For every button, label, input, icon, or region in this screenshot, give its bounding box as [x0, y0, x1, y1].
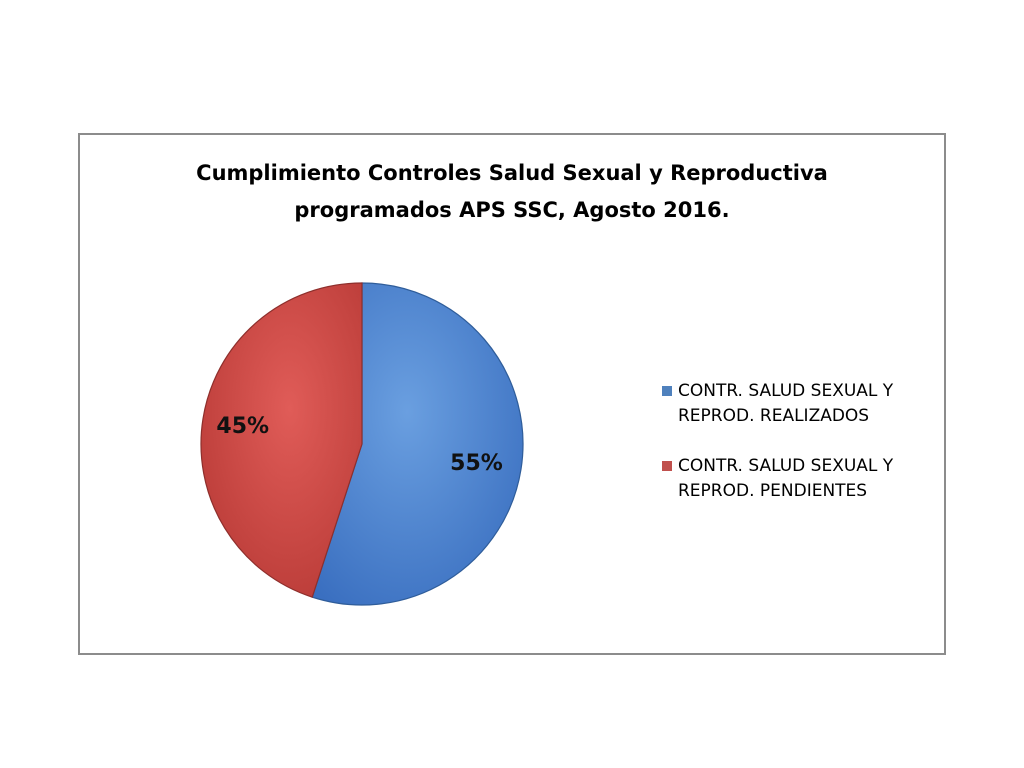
slice-label: 45% — [216, 414, 269, 439]
slice-label: 55% — [450, 451, 503, 476]
legend-item: CONTR. SALUD SEXUAL Y REPROD. PENDIENTES — [662, 454, 942, 504]
legend-item: CONTR. SALUD SEXUAL Y REPROD. REALIZADOS — [662, 379, 942, 429]
chart-frame — [78, 133, 946, 655]
legend-label: CONTR. SALUD SEXUAL Y REPROD. PENDIENTES — [678, 456, 894, 501]
pie-slice — [311, 282, 524, 606]
legend-label: CONTR. SALUD SEXUAL Y REPROD. REALIZADOS — [678, 381, 894, 426]
chart-title: programados APS SSC, Agosto 2016. — [294, 198, 729, 222]
chart-title: Cumplimiento Controles Salud Sexual y Re… — [196, 161, 828, 185]
legend-swatch — [662, 461, 672, 471]
legend-swatch — [662, 386, 672, 396]
pie-slice — [200, 282, 363, 598]
